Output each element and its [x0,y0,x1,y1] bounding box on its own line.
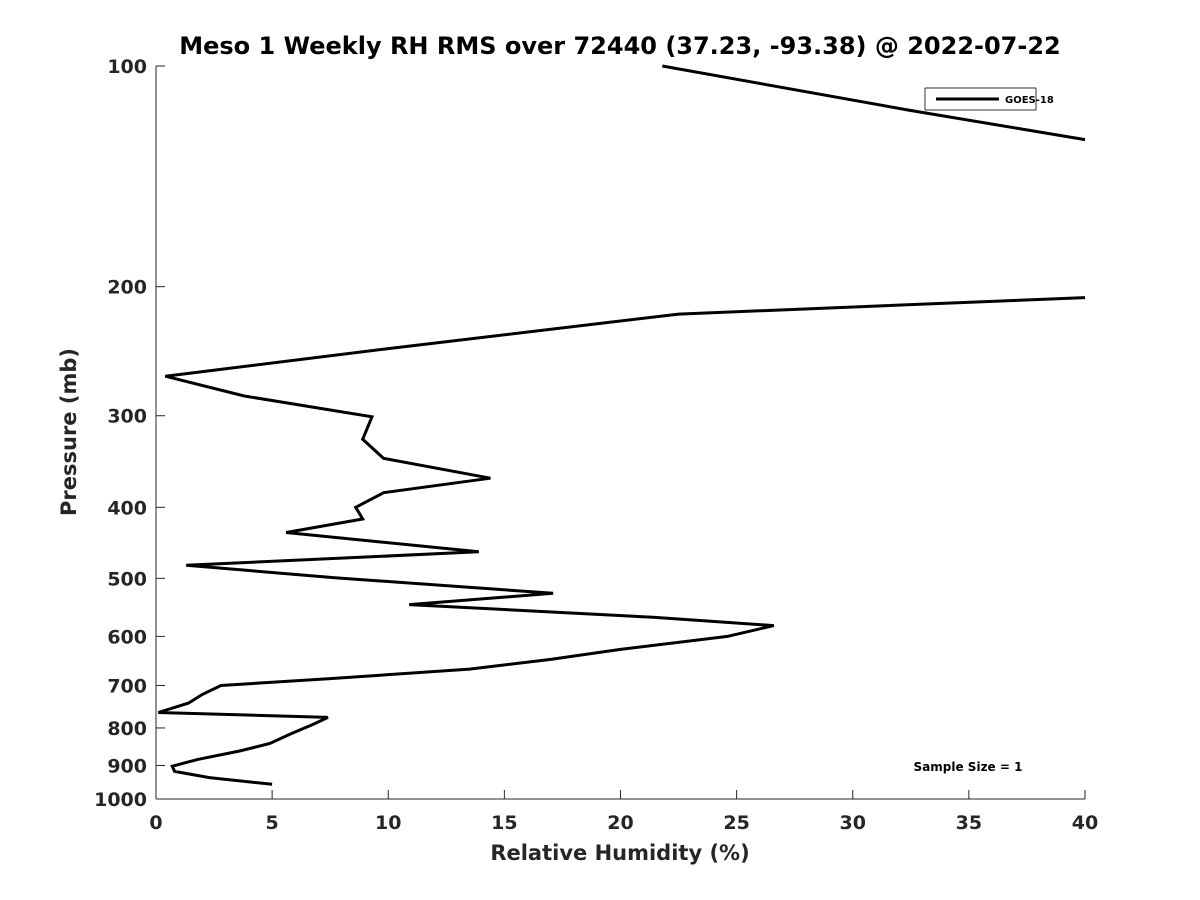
ticks: 0 5 10 15 20 25 30 35 40 100 200 300 400 500 600 700 800… [94,56,1098,834]
series-line-goes-18-segment-1 [662,64,1086,142]
y-tick-label: 400 [107,497,147,519]
legend-entry-goes-18: GOES-18 [1005,95,1054,106]
x-tick-label: 30 [840,812,866,834]
y-tick-label: 900 [107,755,147,777]
x-tick-label: 5 [266,812,279,834]
x-tick-label: 20 [607,812,633,834]
y-tick-label: 200 [107,277,147,299]
sample-size-annotation: Sample Size = 1 [914,760,1023,774]
series-layer [157,64,1086,786]
chart-title: Meso 1 Weekly RH RMS over 72440 (37.23, … [179,32,1061,60]
y-tick-label: 500 [107,568,147,590]
x-tick-label: 40 [1072,812,1098,834]
x-axis-label: Relative Humidity (%) [490,841,749,865]
legend: GOES-18 [924,87,1054,111]
y-tick-label: 300 [107,406,147,428]
x-tick-label: 15 [491,812,517,834]
x-tick-label: 35 [956,812,982,834]
y-axis-label: Pressure (mb) [57,348,81,516]
y-tick-label: 700 [107,675,147,697]
y-tick-label: 100 [107,56,147,78]
y-tick-label: 800 [107,718,147,740]
y-tick-label: 1000 [94,789,147,811]
series-line-goes-18-segment-2 [157,296,1086,786]
x-tick-label: 0 [149,812,162,834]
y-tick-label: 600 [107,626,147,648]
x-tick-label: 25 [723,812,749,834]
x-tick-label: 10 [375,812,401,834]
